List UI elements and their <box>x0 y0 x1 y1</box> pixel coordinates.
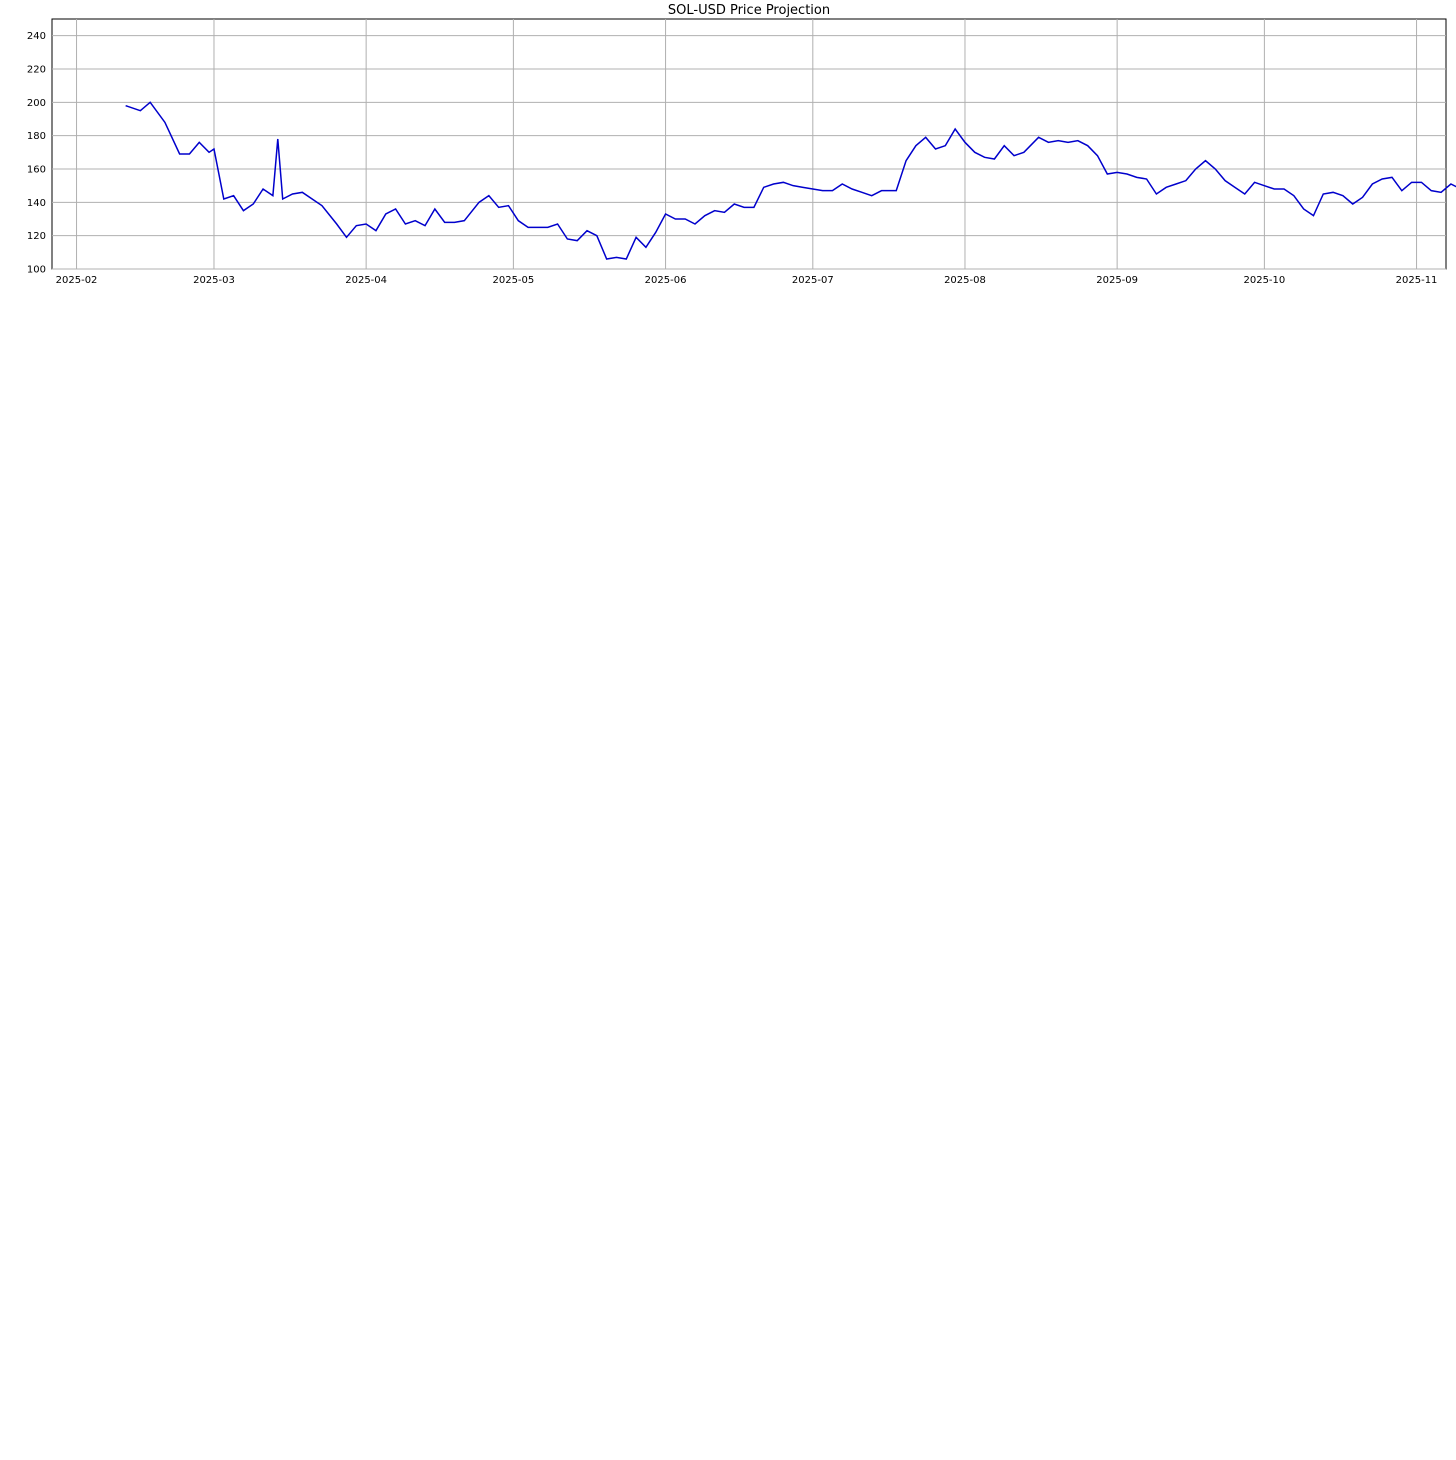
plot-area <box>51 18 1447 270</box>
chart-panel-1: 2025-02 2025-03 2025-04 2025-05 2025-06 2025-… <box>27 3 1456 286</box>
y-tick-label: 200 <box>27 98 46 109</box>
y-tick-label: 160 <box>27 165 46 176</box>
x-tick-label: 2025-06 <box>645 275 687 286</box>
y-tick-label: 140 <box>27 198 46 209</box>
x-tick-label: 2025-08 <box>944 275 986 286</box>
y-tick-label: 100 <box>27 265 46 276</box>
chart-title: SOL-USD Price Projection <box>668 3 830 18</box>
x-tick-label: 2025-05 <box>492 275 534 286</box>
series-line <box>125 101 1456 260</box>
x-tick-label: 2025-10 <box>1243 275 1285 286</box>
x-tick-label: 2025-04 <box>345 275 387 286</box>
y-tick-label: 220 <box>27 65 46 76</box>
y-tick-label: 180 <box>27 131 46 142</box>
x-tick-label: 2025-03 <box>193 275 235 286</box>
x-tick-label: 2025-07 <box>792 275 834 286</box>
x-tick-label: 2025-09 <box>1096 275 1138 286</box>
y-tick-label: 240 <box>27 31 46 42</box>
y-tick-label: 120 <box>27 231 46 242</box>
x-tick-label: 2025-11 <box>1396 275 1438 286</box>
x-tick-label: 2025-02 <box>56 275 98 286</box>
